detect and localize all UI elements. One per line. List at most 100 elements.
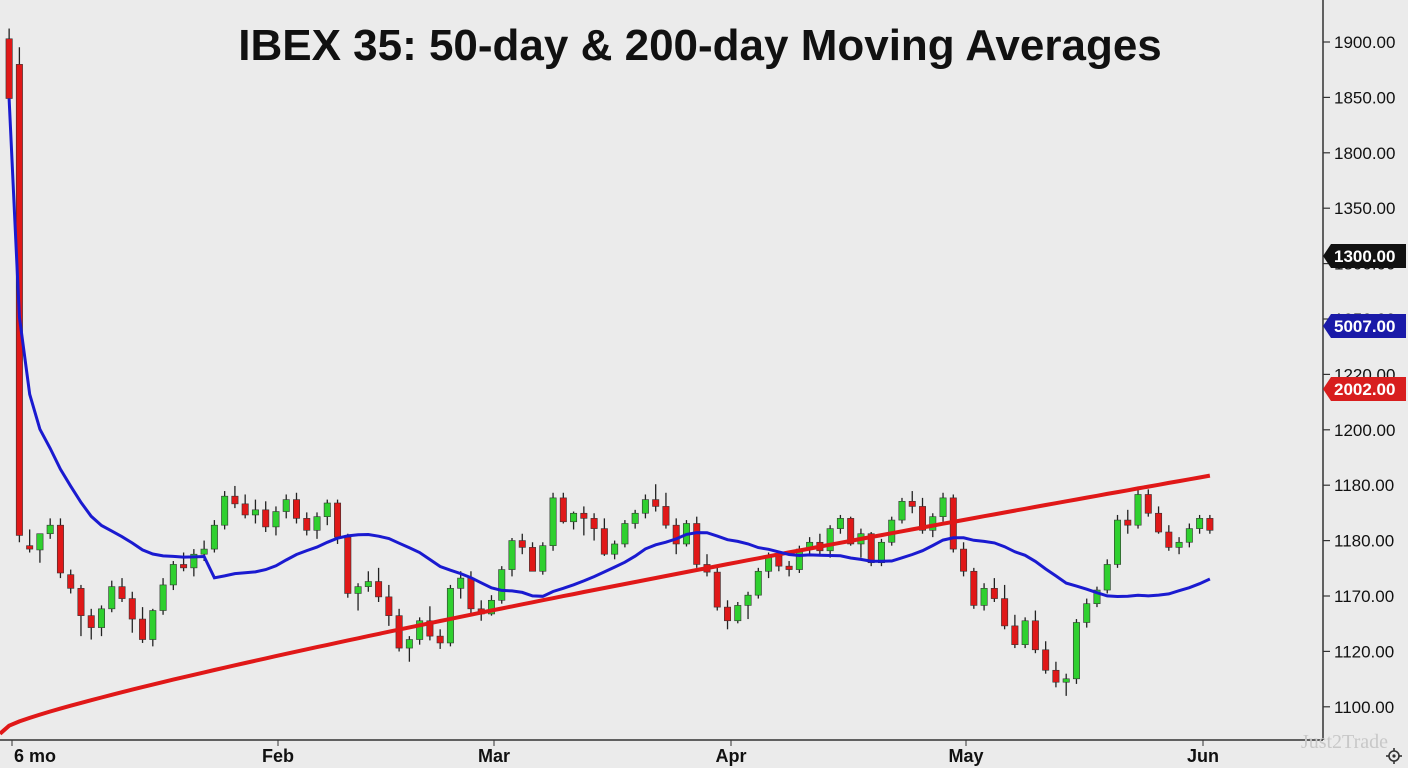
candle-up — [1175, 541, 1183, 548]
candle-up — [1062, 678, 1070, 683]
price-tag-label: 1300.00 — [1334, 247, 1395, 266]
candle-up — [641, 499, 649, 514]
candle-up — [631, 512, 639, 524]
candle-down — [436, 635, 444, 644]
candle-up — [539, 545, 547, 572]
candle-up — [457, 577, 465, 589]
y-tick-label: 1200.00 — [1334, 421, 1395, 440]
gear-icon[interactable] — [1386, 748, 1402, 764]
candle-up — [272, 511, 280, 528]
candle-up — [405, 639, 413, 649]
candle-down — [1124, 519, 1132, 526]
ma200-line — [0, 473, 1211, 736]
candle-up — [221, 495, 229, 526]
candle-down — [1155, 512, 1163, 533]
candle-up — [508, 540, 516, 570]
candle-up — [487, 599, 495, 615]
candle-down — [518, 540, 526, 548]
price-tag-label: 2002.00 — [1334, 380, 1395, 399]
candle-up — [108, 586, 116, 610]
candle-down — [5, 38, 13, 99]
candle-down — [847, 518, 855, 545]
candle-up — [498, 569, 506, 601]
candle-up — [169, 564, 177, 586]
candle-down — [56, 524, 64, 574]
price-tag-label: 5007.00 — [1334, 317, 1395, 336]
candle-down — [990, 588, 998, 599]
candle-down — [426, 620, 434, 637]
candle-down — [672, 524, 680, 545]
candle-up — [251, 509, 259, 516]
candle-up — [190, 553, 198, 569]
y-tick-label: 1100.00 — [1334, 698, 1394, 717]
x-tick-label: Feb — [262, 746, 294, 766]
candle-up — [621, 523, 629, 545]
candle-up — [877, 541, 885, 564]
candle-up — [549, 497, 557, 546]
candle-down — [262, 509, 270, 528]
candle-down — [693, 523, 701, 565]
candle-up — [898, 500, 906, 521]
x-tick-label: May — [948, 746, 983, 766]
candle-down — [970, 570, 978, 606]
candle-down — [375, 581, 383, 598]
y-tick-label: 1170.00 — [1334, 587, 1394, 606]
price-tag — [1323, 377, 1406, 401]
candle-down — [87, 615, 95, 628]
candle-down — [713, 571, 721, 608]
candle-up — [1083, 603, 1091, 623]
candle-down — [467, 577, 475, 610]
candle-up — [754, 570, 762, 596]
x-tick-label: Jun — [1187, 746, 1219, 766]
candle-down — [960, 548, 968, 572]
ma50-line — [7, 98, 1211, 599]
y-tick-label: 1900.00 — [1334, 33, 1395, 52]
candle-down — [1165, 531, 1173, 548]
candle-up — [354, 586, 362, 594]
candle-down — [724, 606, 732, 622]
y-tick-label: 1800.00 — [1334, 144, 1395, 163]
candle-up — [313, 516, 321, 531]
candle-down — [559, 497, 567, 523]
candle-down — [1052, 669, 1060, 683]
candle-up — [1114, 519, 1121, 565]
chart-title: IBEX 35: 50-day & 200-day Moving Average… — [238, 21, 1162, 70]
candle-down — [775, 555, 783, 567]
candle-up — [200, 548, 208, 555]
candle-up — [1134, 494, 1142, 526]
candle-down — [1206, 518, 1214, 531]
price-tags: 1300.00 5007.00 2002.00 — [1323, 244, 1406, 401]
x-axis: 6 mo Feb Mar Apr May Jun — [11, 740, 1219, 766]
x-tick-label: Mar — [478, 746, 510, 766]
candle-up — [446, 588, 454, 644]
watermark: Just2Trade — [1301, 731, 1388, 753]
candle-down — [1144, 494, 1152, 514]
candle-up — [416, 620, 424, 640]
candle-up — [744, 594, 752, 606]
candle-up — [159, 584, 167, 611]
candle-down — [26, 545, 34, 550]
candle-down — [785, 565, 793, 570]
candle-up — [364, 581, 372, 587]
candle-up — [1072, 622, 1080, 680]
candle-down — [128, 598, 136, 620]
candle-down — [303, 518, 311, 531]
candle-down — [77, 588, 85, 616]
candle-up — [1185, 528, 1193, 543]
candle-up — [980, 588, 988, 606]
candle-down — [231, 495, 239, 505]
candle-down — [1042, 649, 1050, 671]
candle-down — [919, 506, 926, 531]
candle-up — [1103, 564, 1111, 591]
candle-up — [1093, 589, 1101, 605]
candle-down — [662, 506, 670, 526]
candle-down — [293, 499, 300, 519]
y-tick-label: 1180.00 — [1334, 476, 1394, 495]
candle-down — [344, 536, 352, 594]
candle-down — [908, 500, 916, 507]
candle-down — [529, 547, 537, 572]
y-tick-label: 1180.00 — [1334, 532, 1394, 551]
candle-down — [600, 528, 608, 555]
